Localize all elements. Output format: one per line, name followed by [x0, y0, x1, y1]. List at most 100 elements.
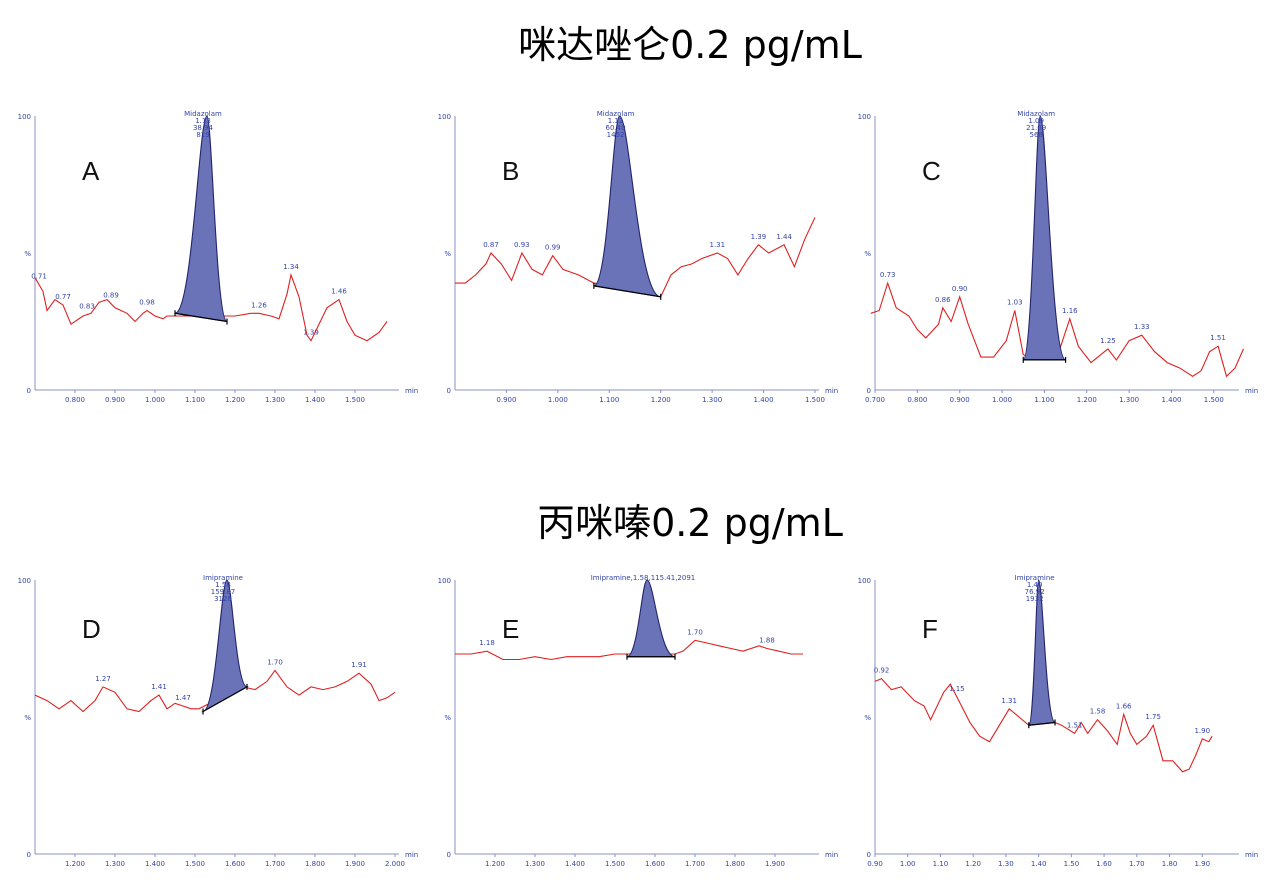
- y-tick-label: 0: [447, 387, 451, 395]
- x-tick-label: 1.50: [1064, 860, 1080, 868]
- x-tick-label: 1.500: [345, 396, 365, 404]
- retention-time-label: 1.51: [1210, 334, 1226, 342]
- peak-annotation: Imipramine,1.58,115.41,2091: [591, 574, 696, 582]
- peak-annotation: 1932: [1026, 595, 1044, 603]
- peak-annotation: 1452: [607, 131, 625, 139]
- y-tick-label: %: [444, 714, 451, 722]
- x-tick-label: 1.600: [225, 860, 245, 868]
- x-unit-label: min: [1245, 851, 1258, 859]
- retention-time-label: 0.71: [31, 273, 47, 281]
- retention-time-label: 1.88: [759, 637, 775, 645]
- x-tick-label: 0.90: [867, 860, 883, 868]
- x-tick-label: 1.30: [998, 860, 1014, 868]
- retention-time-label: 1.58: [1090, 708, 1106, 716]
- peak-annotation: 76.92: [1025, 588, 1045, 596]
- title-midazolam: 咪达唑仑0.2 pg/mL: [518, 23, 862, 67]
- x-tick-label: 1.100: [599, 396, 619, 404]
- x-tick-label: 1.500: [605, 860, 625, 868]
- panel-letter: D: [82, 614, 101, 644]
- x-tick-label: 1.400: [145, 860, 165, 868]
- peak-annotation: 60.40: [606, 124, 626, 132]
- peak-annotation: 38.94: [193, 124, 214, 132]
- x-tick-label: 1.200: [1077, 396, 1097, 404]
- retention-time-label: 0.87: [483, 241, 499, 249]
- y-tick-label: 100: [18, 577, 31, 585]
- x-tick-label: 0.900: [496, 396, 516, 404]
- x-tick-label: 1.400: [565, 860, 585, 868]
- retention-time-label: 1.15: [949, 685, 965, 693]
- retention-time-label: 1.26: [251, 301, 267, 309]
- x-tick-label: 1.300: [702, 396, 722, 404]
- retention-time-label: 0.93: [514, 241, 530, 249]
- peak-annotation: 819: [196, 131, 209, 139]
- retention-time-label: 0.92: [874, 667, 890, 675]
- panel-letter: F: [922, 614, 938, 644]
- chromatogram-panel-c: 100% 00.700 0.800 0.900 1.000 1.100 1.200 1.300…: [858, 110, 1259, 404]
- retention-time-label: 0.90: [952, 285, 968, 293]
- x-tick-label: 1.20: [965, 860, 981, 868]
- x-tick-label: 1.800: [305, 860, 325, 868]
- integrated-peak: [593, 115, 661, 298]
- retention-time-label: 1.66: [1116, 702, 1132, 710]
- retention-time-label: 1.25: [1100, 337, 1116, 345]
- retention-time-label: 1.51: [1067, 721, 1083, 729]
- x-tick-label: 1.400: [754, 396, 774, 404]
- peak-annotation: 21.09: [1026, 124, 1046, 132]
- x-tick-label: 0.800: [907, 396, 927, 404]
- integrated-peak: [1028, 579, 1056, 726]
- integrated-peak: [174, 115, 228, 323]
- x-tick-label: 0.700: [865, 396, 885, 404]
- retention-time-label: 1.46: [331, 288, 347, 296]
- y-tick-label: 0: [867, 851, 871, 859]
- x-tick-label: 1.700: [685, 860, 705, 868]
- y-tick-label: 0: [27, 851, 31, 859]
- retention-time-label: 1.03: [1007, 299, 1023, 307]
- x-tick-label: 1.700: [265, 860, 285, 868]
- peak-annotation: Midazolam: [184, 110, 222, 118]
- y-tick-label: %: [24, 250, 31, 258]
- x-tick-label: 1.400: [1161, 396, 1181, 404]
- panel-letter: E: [502, 614, 519, 644]
- x-tick-label: 1.500: [185, 860, 205, 868]
- x-tick-label: 1.200: [485, 860, 505, 868]
- chromatogram-panel-f: 100% 00.90 1.00 1.10 1.20 1.30 1.40 1.50 1.60 1.7…: [858, 574, 1259, 868]
- peak-annotation: 1.40: [1027, 581, 1043, 589]
- retention-time-label: 0.83: [79, 303, 95, 311]
- peak-annotation: Midazolam: [1017, 110, 1055, 118]
- x-tick-label: 2.000: [385, 860, 405, 868]
- integrated-peak: [202, 579, 250, 713]
- x-tick-label: 0.900: [950, 396, 970, 404]
- retention-time-label: 1.70: [687, 628, 703, 636]
- panel-letter: C: [922, 156, 941, 186]
- retention-time-label: 1.44: [776, 233, 792, 241]
- chromatogram-panel-a: 100% 0 0.800 0.900 1.000 1.100 1.200 1.300 1.400…: [18, 110, 419, 404]
- retention-time-label: 1.16: [1062, 307, 1078, 315]
- retention-time-label: 0.77: [55, 293, 71, 301]
- y-tick-label: 100: [438, 577, 451, 585]
- x-tick-label: 1.100: [185, 396, 205, 404]
- x-tick-label: 1.800: [725, 860, 745, 868]
- retention-time-label: 1.18: [479, 639, 495, 647]
- retention-time-label: 1.75: [1145, 713, 1161, 721]
- panel-letter: A: [82, 156, 100, 186]
- peak-annotation: 568: [1029, 131, 1042, 139]
- x-tick-label: 0.900: [105, 396, 125, 404]
- x-tick-label: 1.60: [1096, 860, 1112, 868]
- x-tick-label: 1.80: [1162, 860, 1178, 868]
- x-tick-label: 1.900: [345, 860, 365, 868]
- y-tick-label: 100: [858, 113, 871, 121]
- retention-time-label: 0.73: [880, 271, 896, 279]
- retention-time-label: 1.33: [1134, 323, 1150, 331]
- retention-time-label: 0.98: [139, 299, 155, 307]
- x-tick-label: 1.400: [305, 396, 325, 404]
- x-tick-label: 1.00: [900, 860, 916, 868]
- retention-time-label: 0.86: [935, 296, 951, 304]
- peak-annotation: Midazolam: [597, 110, 635, 118]
- retention-time-label: 1.90: [1194, 727, 1210, 735]
- title-imipramine: 丙咪嗪0.2 pg/mL: [537, 501, 843, 545]
- y-tick-label: 100: [18, 113, 31, 121]
- x-tick-label: 1.300: [525, 860, 545, 868]
- x-tick-label: 1.200: [651, 396, 671, 404]
- signal-trace: [34, 669, 396, 713]
- y-tick-label: 0: [27, 387, 31, 395]
